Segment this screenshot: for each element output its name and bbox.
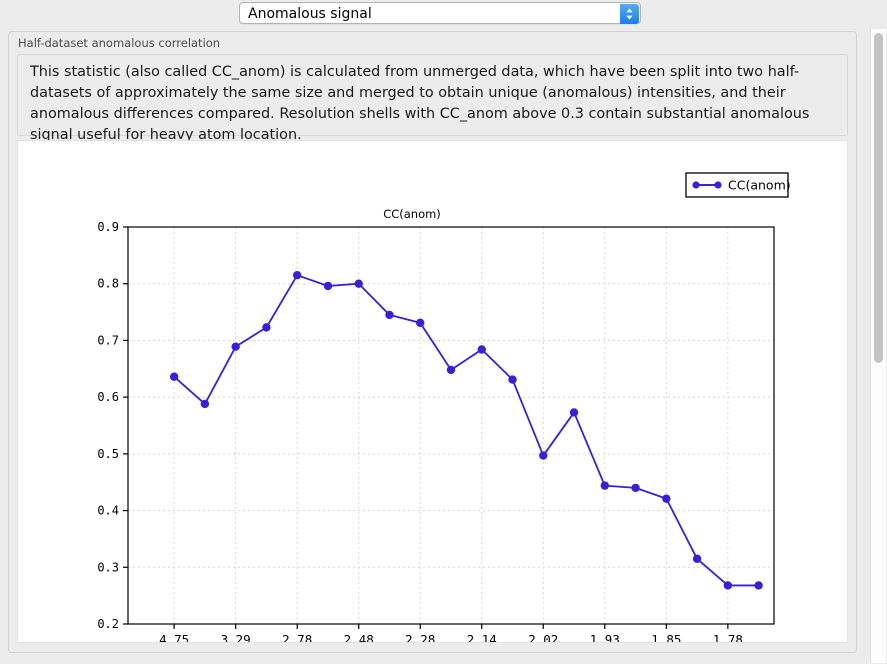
data-point[interactable]	[169, 372, 179, 381]
data-point[interactable]	[231, 342, 240, 351]
data-point[interactable]	[723, 581, 733, 590]
x-tick-label: 2.28	[405, 632, 435, 642]
y-tick-label: 0.7	[97, 333, 119, 347]
x-tick-label: 2.48	[344, 632, 374, 642]
description-box: This statistic (also called CC_anom) is …	[17, 54, 848, 143]
toolbar: Anomalous signal	[0, 0, 887, 28]
y-tick-label: 0.2	[97, 617, 119, 631]
cc-anom-line-chart[interactable]: 0.9 0.8 0.7 0.6 0.5 0.4 0.3 0.2 4.75 3.29 2.78 2.48…	[18, 141, 847, 642]
description-text: This statistic (also called CC_anom) is …	[30, 64, 810, 143]
x-tick-label: 2.78	[282, 632, 312, 642]
vertical-scrollbar[interactable]	[870, 29, 886, 663]
vertical-scrollbar-thumb[interactable]	[874, 33, 883, 363]
chart-title: CC(anom)	[383, 207, 441, 221]
x-tick-label: 1.78	[713, 632, 743, 642]
plot-selector[interactable]: Anomalous signal	[239, 2, 641, 24]
x-tick-label: 2.02	[528, 632, 558, 642]
legend-marker-end	[714, 181, 722, 189]
series-line-cc-anom	[173, 274, 759, 587]
content-panel: Half-dataset anomalous correlation This …	[8, 31, 857, 653]
data-point[interactable]	[569, 408, 579, 417]
axes-frame	[127, 226, 775, 625]
data-point[interactable]	[354, 279, 363, 288]
plot-background	[128, 227, 774, 624]
plot-selector-wrapper: Anomalous signal	[239, 2, 641, 24]
x-tick-label: 1.93	[590, 632, 620, 642]
y-tick-label: 0.9	[97, 220, 119, 234]
plot-selector-value: Anomalous signal	[248, 6, 372, 22]
y-tick-label: 0.4	[97, 504, 119, 518]
data-point[interactable]	[200, 399, 210, 409]
data-point[interactable]	[416, 318, 425, 328]
data-point[interactable]	[292, 271, 302, 280]
data-point[interactable]	[631, 483, 640, 493]
data-point[interactable]	[539, 451, 548, 460]
data-point[interactable]	[323, 281, 333, 291]
y-tick-label: 0.5	[97, 447, 119, 461]
y-tick-label: 0.3	[97, 560, 119, 574]
y-tick-label: 0.6	[97, 390, 119, 404]
data-point[interactable]	[692, 554, 702, 563]
data-point[interactable]	[477, 345, 486, 354]
y-tick-label: 0.8	[97, 277, 119, 291]
data-point[interactable]	[600, 481, 610, 490]
updown-chevron-icon[interactable]	[620, 4, 639, 24]
x-tick-label: 1.85	[651, 632, 681, 642]
data-point[interactable]	[508, 375, 517, 384]
data-point[interactable]	[754, 581, 763, 590]
legend-label: CC(anom)	[728, 178, 791, 193]
data-point[interactable]	[262, 323, 271, 332]
data-point[interactable]	[385, 310, 394, 320]
x-tick-label: 3.29	[221, 632, 251, 642]
plot-card: 0.9 0.8 0.7 0.6 0.5 0.4 0.3 0.2 4.75 3.29 2.78 2.48…	[17, 140, 848, 643]
data-point[interactable]	[446, 365, 456, 375]
legend-marker-start	[692, 181, 700, 189]
x-tick-label: 4.75	[159, 632, 189, 642]
data-point[interactable]	[662, 494, 671, 503]
panel-title: Half-dataset anomalous correlation	[18, 36, 221, 50]
x-tick-label: 2.14	[467, 632, 497, 642]
